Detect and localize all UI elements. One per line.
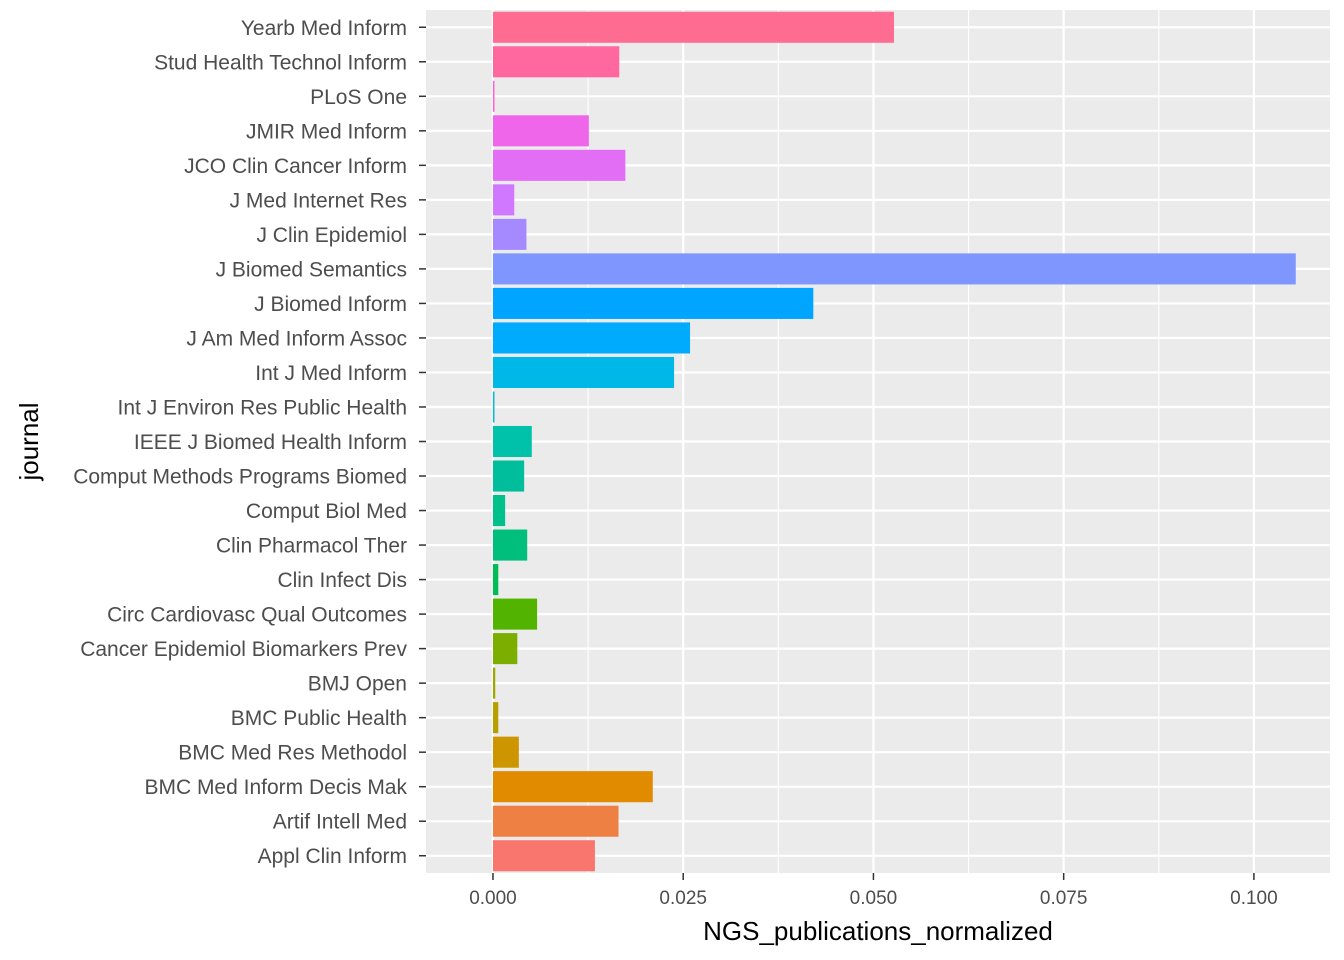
y-tick-label: Int J Environ Res Public Health xyxy=(118,396,407,419)
bar xyxy=(492,702,499,734)
bar xyxy=(492,529,528,561)
x-tick-label: 0.050 xyxy=(850,888,898,909)
y-axis-ticks xyxy=(419,26,426,857)
y-tick-label: BMC Med Res Methodol xyxy=(178,742,407,765)
bar xyxy=(492,80,495,112)
x-tick-label: 0.000 xyxy=(469,888,517,909)
bar xyxy=(492,736,519,768)
y-tick-label: JMIR Med Inform xyxy=(246,120,407,143)
bar xyxy=(492,218,527,250)
y-tick-label: JCO Clin Cancer Inform xyxy=(184,155,407,178)
bar xyxy=(492,356,675,388)
x-tick-label: 0.100 xyxy=(1230,888,1278,909)
bar xyxy=(492,322,691,354)
y-axis-tick-labels: Yearb Med Inform Stud Health Technol Info… xyxy=(73,17,407,868)
bar xyxy=(492,287,814,319)
x-tick-label: 0.025 xyxy=(659,888,707,909)
y-tick-label: BMC Public Health xyxy=(231,707,407,730)
y-tick-label: Int J Med Inform xyxy=(255,362,407,385)
y-tick-label: J Clin Epidemiol xyxy=(256,224,407,247)
y-axis-title: journal xyxy=(14,402,44,481)
y-tick-label: Yearb Med Inform xyxy=(241,17,407,40)
y-tick-label: J Med Internet Res xyxy=(230,189,407,212)
bar xyxy=(492,11,894,43)
y-tick-label: Clin Pharmacol Ther xyxy=(216,535,407,558)
y-tick-label: J Biomed Semantics xyxy=(216,258,407,281)
y-tick-label: Circ Cardiovasc Qual Outcomes xyxy=(107,604,407,627)
bar xyxy=(492,391,495,423)
bar xyxy=(492,633,518,665)
bar xyxy=(492,253,1296,285)
y-tick-label: BMC Med Inform Decis Mak xyxy=(144,776,407,799)
bar xyxy=(492,598,538,630)
y-tick-label: Cancer Epidemiol Biomarkers Prev xyxy=(80,638,407,661)
bar xyxy=(492,149,626,181)
bar xyxy=(492,840,595,872)
bars xyxy=(492,11,1296,872)
bar xyxy=(492,115,589,147)
y-tick-label: J Am Med Inform Assoc xyxy=(186,327,407,350)
bar xyxy=(492,495,506,527)
y-tick-label: IEEE J Biomed Health Inform xyxy=(134,431,407,454)
y-tick-label: Appl Clin Inform xyxy=(258,845,407,868)
y-tick-label: Comput Methods Programs Biomed xyxy=(73,466,407,489)
bar xyxy=(492,771,653,803)
bar xyxy=(492,805,619,837)
bar xyxy=(492,667,496,699)
y-tick-label: Artif Intell Med xyxy=(273,811,407,834)
x-axis-title: NGS_publications_normalized xyxy=(703,916,1053,946)
x-axis-tick-labels: 0.000 0.025 0.050 0.075 0.100 xyxy=(469,888,1277,909)
y-tick-label: J Biomed Inform xyxy=(254,293,407,316)
bar xyxy=(492,46,620,78)
bar xyxy=(492,184,515,216)
x-axis-ticks xyxy=(492,873,1255,880)
y-tick-label: PLoS One xyxy=(310,86,407,109)
bar xyxy=(492,460,525,492)
y-tick-label: Comput Biol Med xyxy=(246,500,407,523)
bar xyxy=(492,425,532,458)
y-tick-label: Clin Infect Dis xyxy=(277,569,407,592)
y-tick-label: Stud Health Technol Inform xyxy=(154,51,407,74)
bar xyxy=(492,564,499,596)
x-tick-label: 0.075 xyxy=(1040,888,1088,909)
y-tick-label: BMJ Open xyxy=(308,673,407,696)
